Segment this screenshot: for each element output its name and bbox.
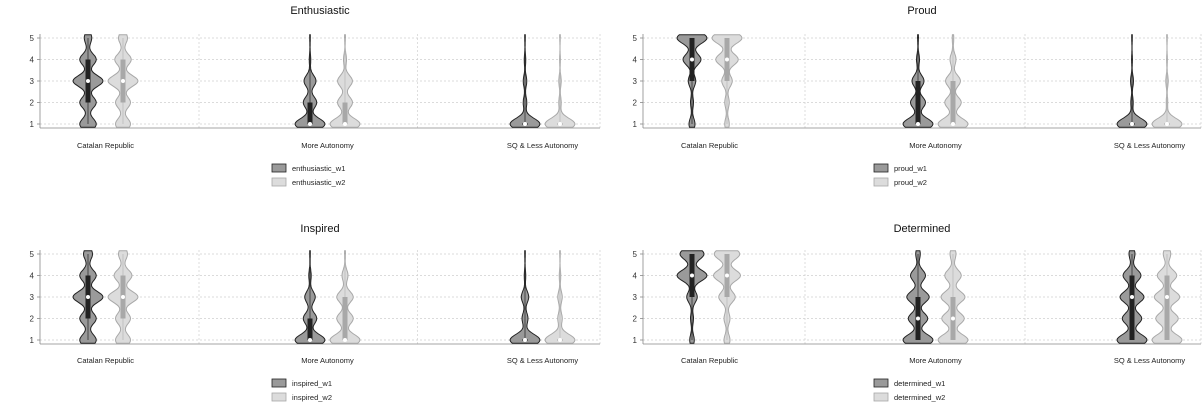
category-label: More Autonomy	[301, 141, 354, 150]
legend-label: determined_w1	[894, 379, 945, 388]
y-tick-label: 2	[30, 99, 35, 108]
violin-median	[951, 122, 955, 126]
y-tick-label: 3	[633, 293, 638, 302]
violin-median	[308, 122, 312, 126]
y-tick-label: 5	[633, 250, 638, 259]
y-tick-label: 3	[30, 293, 35, 302]
legend-swatch	[873, 163, 889, 173]
category-label: Catalan Republic	[681, 141, 738, 150]
legend-swatch	[873, 378, 889, 388]
violin-median	[690, 57, 694, 62]
y-tick-label: 1	[30, 336, 35, 345]
legend-label: proud_w2	[894, 178, 927, 187]
panel-inspired: Inspired 1 2 3 4 5 Catalan Republic More Autono…	[30, 223, 601, 402]
category-label: SQ & Less Autonomy	[1114, 141, 1186, 150]
violin-median	[121, 79, 125, 83]
legend-label: determined_w2	[894, 393, 945, 402]
legend-swatch	[873, 177, 889, 187]
y-tick-label: 5	[30, 34, 35, 43]
violin-median	[725, 273, 729, 278]
violin-median	[916, 122, 920, 126]
violin-box	[342, 297, 348, 340]
category-label: More Autonomy	[909, 141, 962, 150]
panel-determined: Determined 1 2 3 4 5 Catalan Republic More Auto…	[633, 223, 1202, 402]
legend-swatch	[271, 378, 287, 388]
y-tick-label: 4	[30, 56, 35, 65]
y-tick-label: 3	[30, 77, 35, 86]
violin-median	[1165, 122, 1169, 126]
violin-median	[1165, 295, 1169, 299]
violin-box	[950, 81, 956, 124]
y-tick-label: 2	[30, 315, 35, 324]
violin-median	[1130, 295, 1134, 299]
panel-title: Enthusiastic	[290, 5, 350, 17]
violin-median	[725, 57, 729, 62]
y-tick-label: 5	[30, 250, 35, 259]
legend-swatch	[873, 392, 889, 402]
y-tick-label: 1	[633, 336, 638, 345]
panel-proud: Proud 1 2 3 4 5 Catalan Republic More Autonomy S…	[633, 5, 1202, 187]
category-label: More Autonomy	[909, 356, 962, 365]
category-label: Catalan Republic	[681, 356, 738, 365]
violin-median	[86, 79, 90, 83]
category-label: SQ & Less Autonomy	[1114, 356, 1186, 365]
panel-title: Determined	[894, 223, 951, 235]
category-label: SQ & Less Autonomy	[507, 356, 579, 365]
violin-median	[343, 338, 347, 342]
violin-box	[915, 81, 921, 124]
violin-median	[916, 316, 920, 321]
violin-median	[343, 122, 347, 126]
category-label: More Autonomy	[301, 356, 354, 365]
panel-title: Inspired	[300, 223, 339, 235]
violin-median	[951, 316, 955, 321]
legend-label: inspired_w1	[292, 379, 332, 388]
category-label: Catalan Republic	[77, 356, 134, 365]
y-tick-label: 2	[633, 99, 638, 108]
y-tick-label: 2	[633, 315, 638, 324]
violin-median	[523, 122, 527, 126]
legend-label: inspired_w2	[292, 393, 332, 402]
legend-label: enthusiastic_w2	[292, 178, 345, 187]
legend-swatch	[271, 392, 287, 402]
violin-median	[558, 338, 562, 342]
y-tick-label: 1	[633, 120, 638, 129]
category-label: Catalan Republic	[77, 141, 134, 150]
violin-median	[308, 338, 312, 342]
y-tick-label: 1	[30, 120, 35, 129]
panel-title: Proud	[907, 5, 936, 17]
legend-swatch	[271, 177, 287, 187]
panel-enthusiastic: Enthusiastic 1 2 3 4 5 Catalan Republic More Au…	[30, 5, 601, 187]
violin-median	[690, 273, 694, 278]
violin-box	[1164, 275, 1170, 340]
violin-box	[342, 102, 348, 124]
legend-label: proud_w1	[894, 164, 927, 173]
violin-median	[121, 295, 125, 299]
violin-median	[86, 295, 90, 299]
legend-label: enthusiastic_w1	[292, 164, 345, 173]
y-tick-label: 3	[633, 77, 638, 86]
category-label: SQ & Less Autonomy	[507, 141, 579, 150]
legend-swatch	[271, 163, 287, 173]
y-tick-label: 4	[30, 272, 35, 281]
violin-box	[307, 102, 313, 124]
violin-median	[1130, 122, 1134, 126]
y-tick-label: 4	[633, 56, 638, 65]
y-tick-label: 5	[633, 34, 638, 43]
violin-median	[558, 122, 562, 126]
violin-median	[523, 338, 527, 342]
y-tick-label: 4	[633, 272, 638, 281]
violin-box	[307, 318, 313, 340]
violin-box	[1129, 275, 1135, 340]
